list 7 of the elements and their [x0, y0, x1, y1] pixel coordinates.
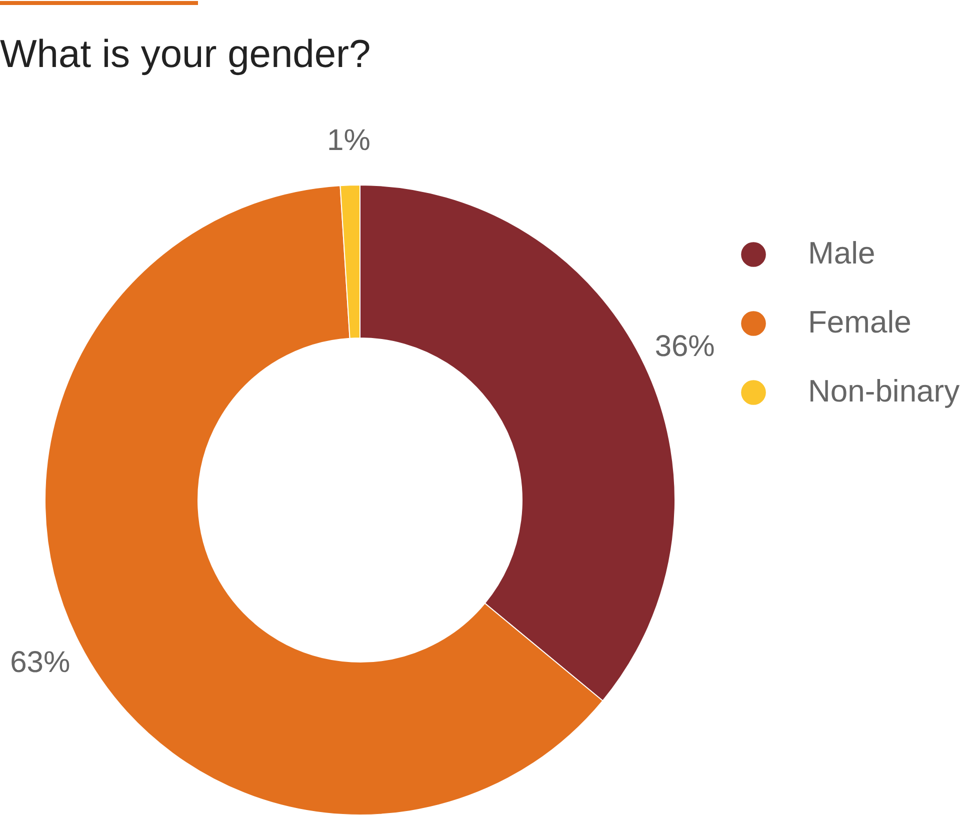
- legend-label: Non-binary: [808, 374, 960, 408]
- legend-label: Male: [808, 236, 876, 270]
- data-label: 1%: [327, 124, 370, 158]
- chart-title: What is your gender?: [0, 33, 371, 77]
- data-label: 63%: [10, 646, 70, 679]
- legend-label: Female: [808, 304, 912, 340]
- data-label: 36%: [654, 330, 715, 364]
